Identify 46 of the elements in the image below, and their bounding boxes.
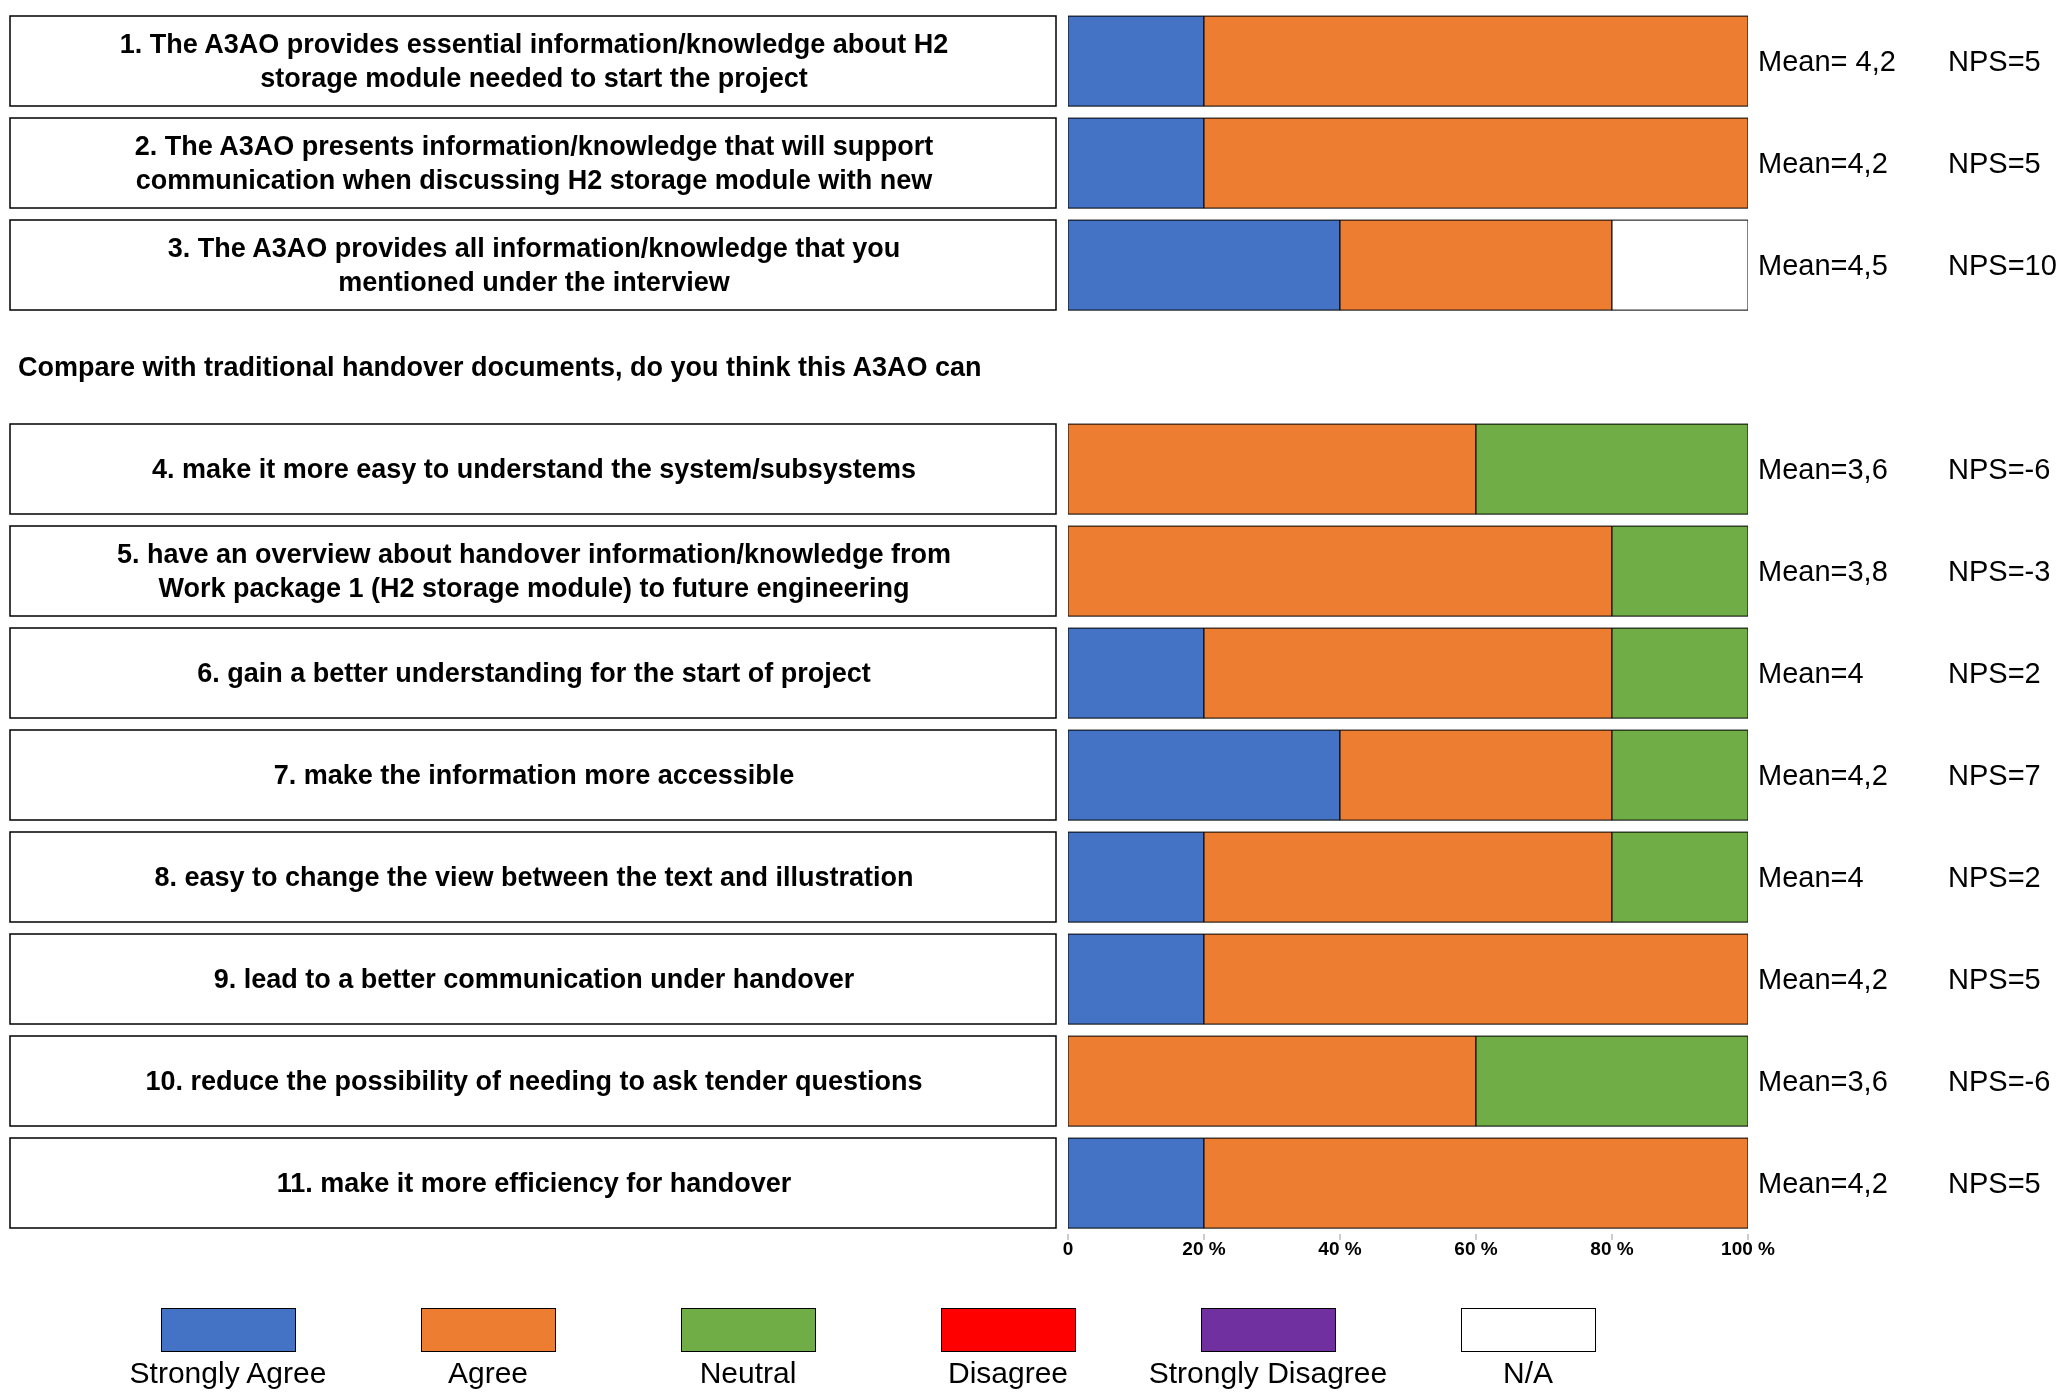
text: Mean=4,2 bbox=[1758, 1167, 1888, 1199]
x-tick-label: 60 % bbox=[1454, 1238, 1498, 1260]
text: Mean=4 bbox=[1758, 861, 1864, 893]
y-tick-label: 11. make it more efficiency for handover bbox=[276, 1168, 792, 1198]
y-tick-label: 2. The A3AO presents information/knowledge that will support communication when discussing H2 storage module with new bbox=[134, 131, 934, 195]
x-tick-label: 80 % bbox=[1590, 1238, 1634, 1260]
text: NPS=-3 bbox=[1948, 555, 2051, 587]
y-tick-label: 4. make it more easy to understand the system/subsystems bbox=[152, 454, 916, 484]
text: Mean=4,2 bbox=[1758, 147, 1888, 179]
text: Compare with traditional handover documents, do you think this A3AO can bbox=[18, 352, 982, 382]
legend-label: Strongly Disagree bbox=[1148, 1356, 1388, 1390]
legend-label: Disagree bbox=[947, 1356, 1069, 1390]
text: Mean=4,2 bbox=[1758, 963, 1888, 995]
y-tick-label: 6. gain a better understanding for the start of project bbox=[197, 658, 871, 688]
y-tick-label: 1. The A3AO provides essential information/knowledge about H2 storage module needed to start the project bbox=[119, 29, 949, 93]
text: NPS=5 bbox=[1948, 45, 2041, 77]
text: Mean= 4,2 bbox=[1758, 45, 1896, 77]
text: NPS=2 bbox=[1948, 657, 2041, 689]
text: NPS=-6 bbox=[1948, 1065, 2051, 1097]
y-tick-label: 5. have an overview about handover information/knowledge from Work package 1 (H2 storage module) to future engineering bbox=[116, 539, 952, 603]
x-tick-label: 100 % bbox=[1721, 1238, 1776, 1260]
y-tick-label: 3. The A3AO provides all information/knowledge that you mentioned under the interview bbox=[167, 233, 901, 297]
text: NPS=5 bbox=[1948, 147, 2041, 179]
text: NPS=2 bbox=[1948, 861, 2041, 893]
legend-label: Neutral bbox=[699, 1356, 797, 1390]
text: Mean=4,2 bbox=[1758, 759, 1888, 791]
legend-label: N/A bbox=[1502, 1356, 1553, 1390]
y-tick-label: 10. reduce the possibility of needing to ask tender questions bbox=[145, 1066, 923, 1096]
legend-label: Strongly Agree bbox=[129, 1356, 327, 1390]
x-tick-label: 20 % bbox=[1182, 1238, 1226, 1260]
text: NPS=5 bbox=[1948, 963, 2041, 995]
text: NPS=5 bbox=[1948, 1167, 2041, 1199]
text: Mean=3,6 bbox=[1758, 453, 1888, 485]
text: NPS=10 bbox=[1948, 249, 2057, 281]
y-tick-label: 7. make the information more accessible bbox=[273, 760, 795, 790]
text: Mean=3,6 bbox=[1758, 1065, 1888, 1097]
text: Mean=3,8 bbox=[1758, 555, 1888, 587]
y-tick-label: 9. lead to a better communication under handover bbox=[213, 964, 855, 994]
x-tick-label: 40 % bbox=[1318, 1238, 1362, 1260]
text: NPS=-6 bbox=[1948, 453, 2051, 485]
text: NPS=7 bbox=[1948, 759, 2041, 791]
x-tick-label: 0 bbox=[1062, 1238, 1074, 1260]
y-tick-label: 8. easy to change the view between the text and illustration bbox=[154, 862, 914, 892]
legend-label: Agree bbox=[447, 1356, 529, 1390]
text: Mean=4,5 bbox=[1758, 249, 1888, 281]
text: Mean=4 bbox=[1758, 657, 1864, 689]
